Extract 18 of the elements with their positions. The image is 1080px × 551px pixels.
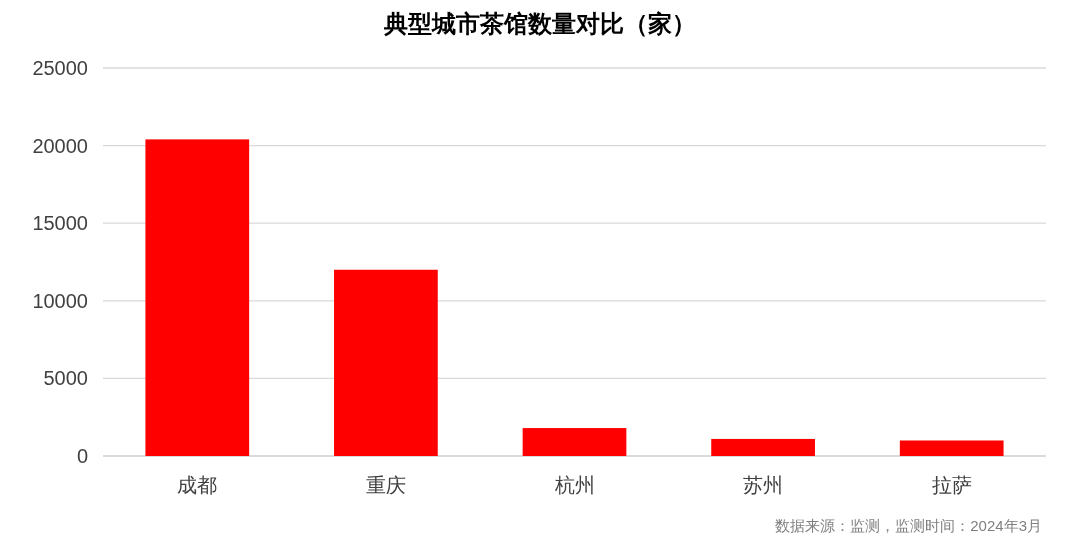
x-tick-label: 成都 [177,474,218,496]
bar [711,438,815,456]
bar [145,139,250,456]
x-tick-label: 杭州 [553,474,595,496]
y-tick-label: 25000 [32,57,88,79]
y-tick-label: 0 [76,445,88,467]
bar [334,269,438,456]
x-tick-label: 苏州 [743,474,784,496]
y-tick-label: 20000 [32,134,88,157]
x-tick-label: 拉萨 [931,474,972,496]
bar [522,428,627,456]
y-tick-label: 15000 [32,212,88,235]
x-tick-label: 重庆 [365,474,406,496]
y-tick-label: 10000 [32,289,88,312]
y-tick-label: 5000 [43,367,88,390]
bar [899,440,1004,456]
source-note: 数据来源：监测，监测时间：2024年3月 [775,517,1042,534]
chart-title: 典型城市茶馆数量对比（家） [383,10,696,37]
